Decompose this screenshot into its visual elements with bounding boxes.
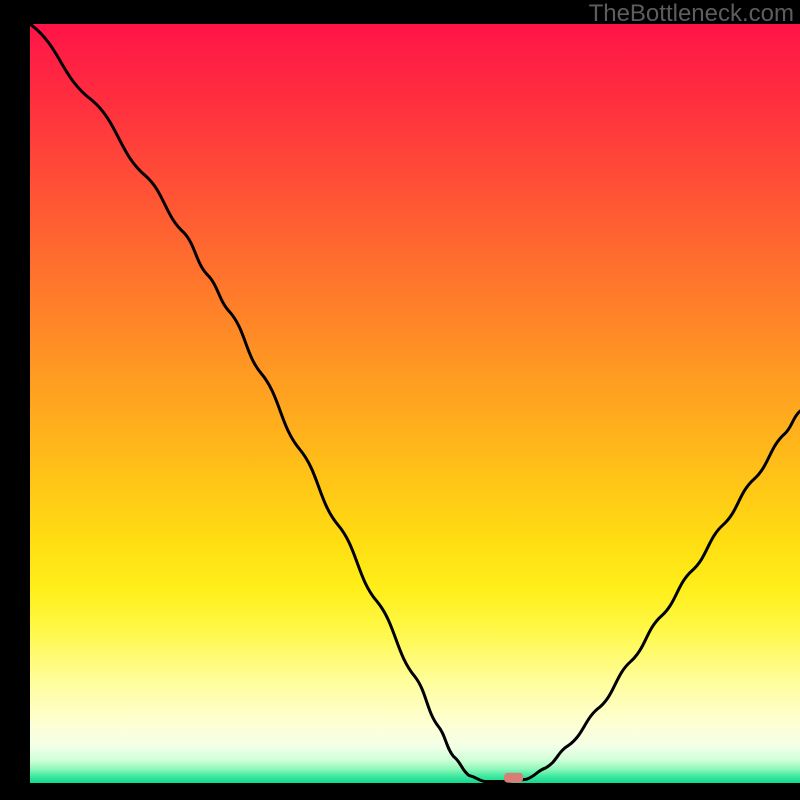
bottleneck-chart bbox=[0, 0, 800, 800]
min-marker bbox=[504, 773, 523, 783]
plot-gradient-background bbox=[30, 24, 800, 783]
chart-stage: TheBottleneck.com bbox=[0, 0, 800, 800]
